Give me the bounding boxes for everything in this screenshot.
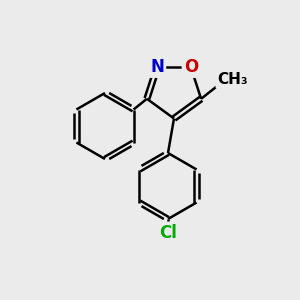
Text: N: N	[150, 58, 164, 76]
Text: CH₃: CH₃	[217, 72, 248, 87]
Text: O: O	[184, 58, 198, 76]
Text: Cl: Cl	[159, 224, 177, 242]
